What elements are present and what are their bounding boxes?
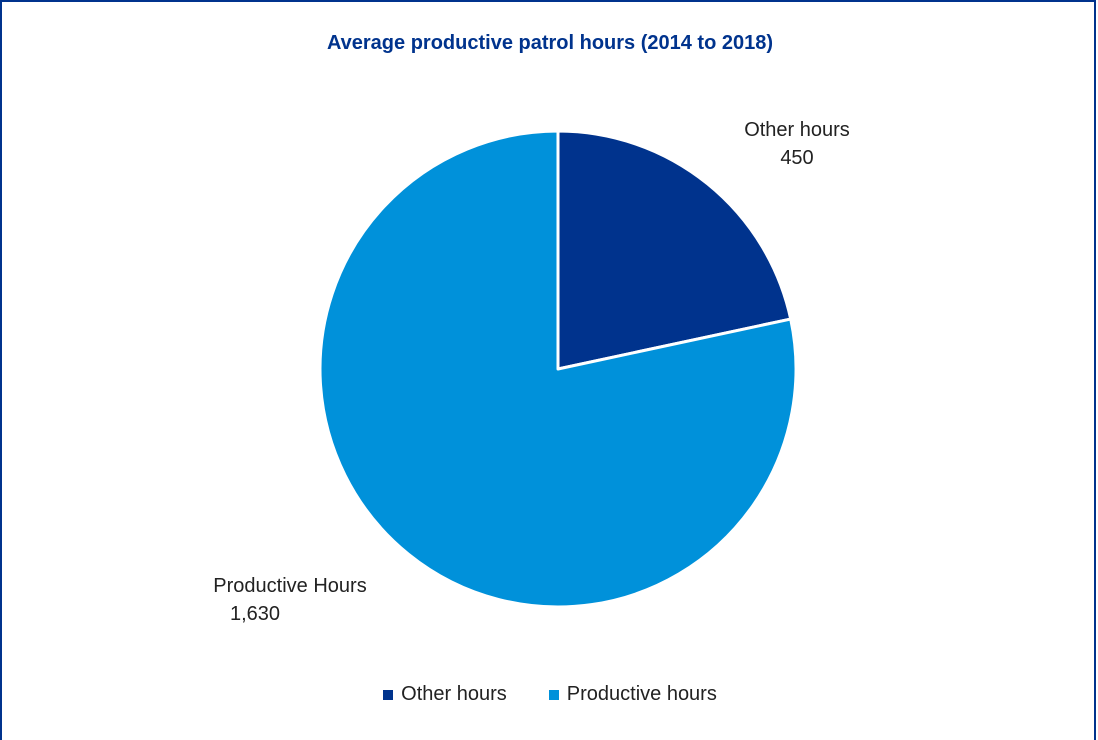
slice-label-productive-hours: Productive Hours 1,630 xyxy=(170,572,410,628)
pie-slice-productive-hours xyxy=(318,129,798,609)
legend-label-other-hours: Other hours xyxy=(401,683,507,705)
slice-label-productive-hours-name: Productive Hours xyxy=(213,575,367,597)
legend-item-other-hours: Other hours xyxy=(383,683,507,706)
slice-label-productive-hours-value: 1,630 xyxy=(229,603,281,625)
legend-swatch-productive-hours xyxy=(548,689,559,700)
chart-legend: Other hours Productive hours xyxy=(2,683,1098,706)
pie-slice-other-hours xyxy=(556,129,793,371)
legend-item-productive-hours: Productive hours xyxy=(548,683,717,706)
slice-label-other-hours-value: 450 xyxy=(780,147,814,169)
slice-label-other-hours-name: Other hours xyxy=(744,119,850,141)
legend-label-productive-hours: Productive hours xyxy=(566,683,717,705)
legend-swatch-other-hours xyxy=(383,689,394,700)
slice-label-other-hours: Other hours 450 xyxy=(702,116,892,172)
chart-title: Average productive patrol hours (2014 to… xyxy=(326,32,774,54)
